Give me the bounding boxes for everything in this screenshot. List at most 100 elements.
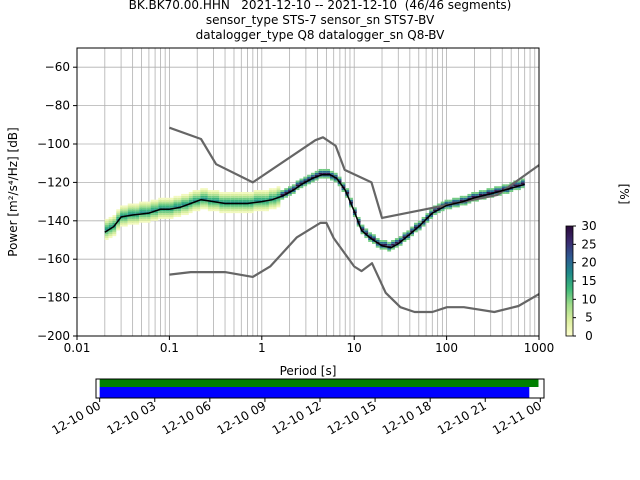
ppsd-density-cell — [478, 190, 483, 192]
ppsd-density-cell — [284, 195, 289, 198]
ppsd-density-cell — [326, 170, 331, 173]
ppsd-density-cell — [139, 218, 143, 221]
colorbar-tick-label: 20 — [581, 256, 596, 270]
ppsd-density-cell — [406, 238, 411, 240]
ppsd-density-cell — [108, 226, 113, 229]
ppsd-density-cell — [112, 226, 117, 229]
ppsd-density-cell — [253, 197, 258, 200]
ppsd-density-cell — [280, 192, 285, 194]
ppsd-density-cell — [307, 180, 311, 183]
ppsd-density-cell — [120, 209, 124, 212]
ppsd-density-cell — [272, 207, 277, 210]
ppsd-density-cell — [463, 197, 468, 200]
coverage-bar-blue — [99, 387, 530, 398]
ppsd-density-cell — [226, 203, 231, 206]
ppsd-density-cell — [413, 224, 418, 227]
ppsd-density-cell — [276, 192, 281, 194]
ppsd-density-cell — [356, 224, 361, 227]
ppsd-density-cell — [444, 205, 449, 208]
ppsd-density-cell — [192, 192, 197, 194]
ppsd-density-cell — [196, 203, 201, 206]
ppsd-density-cell — [165, 199, 170, 202]
ppsd-density-cell — [322, 168, 327, 171]
ppsd-density-cell — [429, 215, 434, 217]
ppsd-density-cell — [173, 203, 178, 206]
ppsd-density-cell — [505, 192, 510, 194]
ppsd-density-cell — [268, 197, 273, 200]
ppsd-density-cell — [242, 193, 247, 196]
ppsd-density-cell — [173, 215, 178, 217]
ppsd-density-cell — [284, 192, 289, 194]
ppsd-density-cell — [391, 240, 395, 242]
ppsd-density-cell — [268, 188, 273, 191]
ppsd-density-cell — [200, 205, 205, 208]
ppsd-density-cell — [146, 201, 151, 204]
ppsd-density-cell — [455, 197, 460, 200]
ppsd-density-cell — [295, 184, 300, 187]
ppsd-density-cell — [433, 209, 437, 212]
ppsd-density-cell — [139, 211, 143, 214]
ppsd-density-cell — [242, 195, 247, 198]
ppsd-density-cell — [200, 188, 205, 191]
ppsd-density-cell — [413, 226, 418, 229]
ppsd-density-cell — [173, 205, 178, 208]
ppsd-density-cell — [196, 207, 201, 210]
ppsd-density-cell — [234, 211, 239, 214]
ppsd-density-cell — [486, 188, 491, 191]
ppsd-density-cell — [200, 207, 205, 210]
ppsd-density-cell — [154, 216, 159, 219]
mean-ppsd-line — [104, 173, 525, 249]
ppsd-density-cell — [211, 205, 216, 208]
ppsd-density-cell — [226, 193, 231, 196]
ppsd-density-cell — [494, 188, 498, 191]
ppsd-density-cell — [120, 215, 124, 217]
y-tick-label: −160 — [37, 252, 70, 266]
ppsd-density-cell — [238, 211, 243, 214]
ppsd-density-cell — [139, 220, 143, 223]
ppsd-density-cell — [452, 199, 456, 202]
colorbar-tick-label: 10 — [581, 292, 596, 306]
ppsd-density-cell — [154, 213, 159, 216]
ppsd-density-cell — [246, 207, 250, 210]
ppsd-density-cell — [165, 215, 170, 217]
ppsd-density-cell — [246, 192, 250, 194]
ppsd-density-cell — [104, 218, 109, 221]
ppsd-density-cell — [520, 180, 525, 183]
ppsd-density-cell — [146, 209, 151, 212]
ppsd-density-cell — [387, 249, 392, 252]
ppsd-density-cell — [368, 234, 373, 237]
ppsd-density-cell — [204, 203, 208, 206]
ppsd-density-cell — [517, 180, 521, 183]
ppsd-density-cell — [211, 201, 216, 204]
ppsd-density-cell — [204, 195, 208, 198]
ppsd-density-cell — [238, 195, 243, 198]
ppsd-density-cell — [200, 203, 205, 206]
ppsd-density-cell — [112, 220, 117, 223]
ppsd-density-cell — [272, 205, 277, 208]
ppsd-density-cell — [150, 213, 155, 216]
ppsd-density-cell — [333, 174, 338, 177]
ppsd-density-cell — [360, 228, 365, 231]
ppsd-density-cell — [276, 188, 281, 191]
ppsd-density-cell — [349, 197, 353, 200]
ppsd-density-cell — [204, 207, 208, 210]
timeline-tick-label: 12-10 03 — [105, 398, 159, 437]
ppsd-density-cell — [242, 207, 247, 210]
ppsd-density-cell — [219, 199, 224, 202]
ppsd-density-cell — [204, 193, 208, 196]
ppsd-density-cell — [433, 213, 437, 216]
ppsd-density-cell — [368, 240, 373, 242]
ppsd-density-cell — [288, 188, 292, 191]
ppsd-density-cell — [398, 243, 403, 246]
ppsd-density-cell — [314, 174, 319, 177]
ppsd-density-cell — [490, 190, 495, 192]
ppsd-density-cell — [230, 201, 235, 204]
ppsd-density-cell — [219, 209, 224, 212]
ppsd-density-cell — [375, 243, 380, 246]
timeline-tick-label: 12-11 00 — [490, 398, 544, 437]
ppsd-density-cell — [150, 203, 155, 206]
ppsd-density-cell — [234, 192, 239, 194]
ppsd-density-cell — [520, 182, 525, 185]
ppsd-density-cell — [131, 213, 136, 216]
